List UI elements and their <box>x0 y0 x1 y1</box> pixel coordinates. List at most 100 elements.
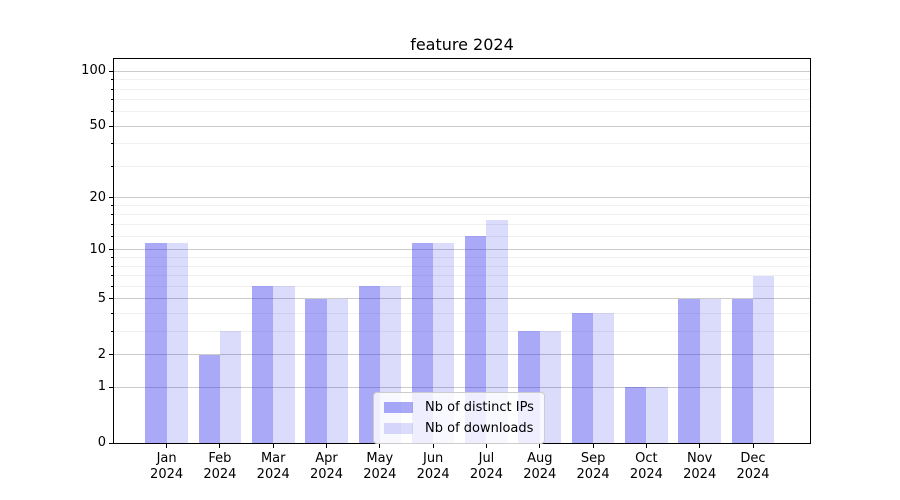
minor-gridline <box>114 265 810 267</box>
x-tick-label-year: 2024 <box>683 467 717 482</box>
bar-distinct-ips <box>198 354 220 443</box>
x-tick-label-year: 2024 <box>203 467 237 482</box>
x-tick-label-month: Mar <box>260 451 286 466</box>
x-tick-label-month: Jul <box>478 451 495 466</box>
bar-downloads <box>646 387 668 443</box>
y-minor-tick-mark <box>111 165 113 167</box>
minor-gridline <box>114 312 810 314</box>
y-tick-label: 1 <box>97 379 106 395</box>
y-tick-label: 2 <box>97 346 106 362</box>
y-minor-tick-mark <box>111 214 113 216</box>
bar-distinct-ips <box>145 242 167 443</box>
y-tick-label: 50 <box>89 118 106 134</box>
y-tick-mark <box>109 386 113 388</box>
bar-distinct-ips <box>465 236 487 443</box>
x-tick-label: May 2024 <box>345 451 415 483</box>
bar-distinct-ips <box>678 298 700 443</box>
x-tick-label-year: 2024 <box>150 467 184 482</box>
x-tick-label-year: 2024 <box>469 467 503 482</box>
bars-layer <box>114 59 810 443</box>
x-tick-label: Mar 2024 <box>238 451 308 483</box>
y-minor-tick-mark <box>111 111 113 113</box>
y-minor-tick-mark <box>111 235 113 237</box>
legend-label: Nb of distinct IPs <box>425 400 534 415</box>
x-tick-label-year: 2024 <box>363 467 397 482</box>
bar-distinct-ips <box>625 387 647 443</box>
x-tick-label: Nov 2024 <box>665 451 735 483</box>
major-gridline <box>114 125 810 127</box>
x-tick-label-month: Nov <box>687 451 713 466</box>
x-tick-label-month: Sep <box>580 451 606 466</box>
minor-gridline <box>114 214 810 216</box>
y-tick-mark <box>109 125 113 127</box>
bar-downloads <box>273 286 295 443</box>
x-tick-mark <box>752 444 754 448</box>
x-tick-label-year: 2024 <box>736 467 770 482</box>
bar-distinct-ips <box>305 298 327 443</box>
x-tick-label-year: 2024 <box>416 467 450 482</box>
legend-swatch <box>384 402 413 413</box>
y-minor-tick-mark <box>111 330 113 332</box>
minor-gridline <box>114 257 810 259</box>
minor-gridline <box>114 235 810 237</box>
minor-gridline <box>114 330 810 332</box>
y-tick-mark <box>109 249 113 251</box>
y-tick-mark <box>109 298 113 300</box>
x-tick-label-year: 2024 <box>523 467 557 482</box>
major-gridline <box>114 354 810 356</box>
major-gridline <box>114 197 810 199</box>
bar-downloads <box>539 331 562 443</box>
x-tick-label-year: 2024 <box>256 467 290 482</box>
x-tick-label: Sep 2024 <box>558 451 628 483</box>
x-tick-label-month: Aug <box>527 451 553 466</box>
bar-downloads <box>753 275 775 443</box>
y-tick-label: 100 <box>81 63 106 79</box>
bar-downloads <box>326 298 348 443</box>
y-minor-tick-mark <box>111 224 113 226</box>
x-tick-mark <box>326 444 328 448</box>
x-tick-mark <box>432 444 434 448</box>
y-minor-tick-mark <box>111 79 113 81</box>
x-tick-mark <box>219 444 221 448</box>
y-minor-tick-mark <box>111 265 113 267</box>
major-gridline <box>114 70 810 72</box>
y-minor-tick-mark <box>111 143 113 145</box>
legend-item: Nb of distinct IPs <box>384 399 534 416</box>
minor-gridline <box>114 88 810 90</box>
major-gridline <box>114 386 810 388</box>
minor-gridline <box>114 99 810 101</box>
x-tick-label: Feb 2024 <box>185 451 255 483</box>
x-tick-label-month: Apr <box>315 451 338 466</box>
x-tick-mark <box>539 444 541 448</box>
minor-gridline <box>114 165 810 167</box>
y-tick-label: 10 <box>89 241 106 257</box>
y-minor-tick-mark <box>111 205 113 207</box>
x-tick-label: Aug 2024 <box>505 451 575 483</box>
legend-item: Nb of downloads <box>384 420 534 437</box>
x-tick-label: Oct 2024 <box>611 451 681 483</box>
bar-distinct-ips <box>571 313 594 443</box>
x-tick-label-month: Oct <box>635 451 658 466</box>
x-tick-label-year: 2024 <box>309 467 344 482</box>
x-tick-label-month: Jun <box>422 451 444 466</box>
y-minor-tick-mark <box>111 275 113 277</box>
bar-downloads <box>219 331 242 443</box>
y-minor-tick-mark <box>111 312 113 314</box>
y-minor-tick-mark <box>111 257 113 259</box>
bar-downloads <box>166 242 188 443</box>
x-tick-mark <box>592 444 594 448</box>
x-tick-mark <box>272 444 274 448</box>
gridlines-layer <box>114 59 810 443</box>
plot-area: Nb of distinct IPs Nb of downloads <box>113 58 811 444</box>
y-tick-mark <box>109 70 113 72</box>
x-tick-label-year: 2024 <box>629 467 663 482</box>
x-tick-label-month: Jan <box>156 451 177 466</box>
x-tick-label-month: May <box>366 451 394 466</box>
y-tick-label: 0 <box>97 435 106 450</box>
y-tick-mark <box>109 197 113 199</box>
x-tick-label: Jun 2024 <box>398 451 468 483</box>
x-tick-label-year: 2024 <box>576 467 610 482</box>
bar-distinct-ips <box>731 298 753 443</box>
minor-gridline <box>114 79 810 81</box>
